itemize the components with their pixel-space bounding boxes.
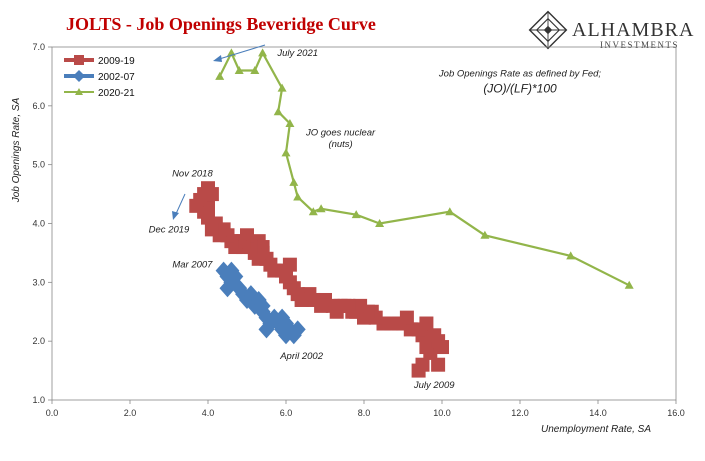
annotation-label: (nuts) <box>328 139 352 150</box>
x-tick-label: 12.0 <box>511 408 529 418</box>
y-tick-label: 4.0 <box>32 219 45 229</box>
annotation-label: (JO)/(LF)*100 <box>483 81 557 95</box>
data-point <box>375 219 385 227</box>
x-tick-label: 8.0 <box>358 408 371 418</box>
data-point <box>308 207 318 216</box>
arrow-july-2021 <box>215 44 266 61</box>
y-tick-label: 3.0 <box>32 277 45 287</box>
legend-entry-2020-21: 2020-21 <box>64 88 135 99</box>
annotation-label: Nov 2018 <box>172 168 213 179</box>
annotation-label: July 2021 <box>276 48 318 59</box>
data-point <box>431 357 446 372</box>
arrow-head-nov-2018-dec-2019 <box>172 211 179 220</box>
data-point <box>278 314 294 333</box>
series-2009-19 <box>189 181 449 378</box>
annotation-arrows <box>172 44 266 220</box>
x-tick-label: 0.0 <box>46 408 59 418</box>
logo-diamond-icon <box>528 10 568 50</box>
chart-legend: 2009-19 2002-07 2020-21 <box>64 55 135 99</box>
data-point <box>258 48 268 57</box>
alhambra-logo: ALHAMBRA INVESTMENTS <box>528 10 694 50</box>
chart-title: JOLTS - Job Openings Beveridge Curve <box>66 14 376 34</box>
data-point <box>219 279 236 298</box>
data-point <box>427 328 442 343</box>
plot-area <box>51 46 677 401</box>
x-tick-label: 6.0 <box>280 408 293 418</box>
x-axis-ticks: 0.0 2.0 4.0 6.0 8.0 10.0 12.0 14.0 16.0 <box>46 400 685 418</box>
data-point <box>419 340 434 355</box>
legend-entry-2009-19: 2009-19 <box>64 55 135 67</box>
logo-name: ALHAMBRA <box>572 19 694 41</box>
y-tick-label: 7.0 <box>32 42 45 52</box>
data-point <box>281 148 291 157</box>
series-2020-21 <box>215 48 634 289</box>
x-tick-label: 14.0 <box>589 408 607 418</box>
x-tick-label: 4.0 <box>202 408 215 418</box>
legend-swatch-marker <box>74 55 84 65</box>
data-point <box>250 66 260 75</box>
y-tick-label: 6.0 <box>32 101 45 111</box>
data-point <box>273 107 283 116</box>
data-point <box>289 177 299 186</box>
arrow-nov-2018-dec-2019 <box>174 193 186 217</box>
y-tick-label: 1.0 <box>32 395 45 405</box>
x-tick-label: 2.0 <box>124 408 137 418</box>
data-point <box>277 83 287 92</box>
title-rest-part: - Job Openings Beveridge Curve <box>121 14 376 34</box>
annotation-label: Job Openings Rate as defined by Fed; <box>438 68 601 79</box>
data-point <box>285 118 295 127</box>
annotation-label: July 2009 <box>413 380 455 391</box>
annotation-label: April 2002 <box>279 351 323 362</box>
data-point <box>258 320 275 339</box>
legend-label: 2009-19 <box>98 56 135 67</box>
data-point <box>279 269 293 284</box>
data-point <box>215 71 225 80</box>
data-point <box>445 207 455 216</box>
legend-entry-2002-07: 2002-07 <box>64 70 135 83</box>
annotation-label: Mar 2007 <box>172 260 213 271</box>
legend-swatch-marker <box>73 70 85 82</box>
x-tick-label: 16.0 <box>667 408 685 418</box>
data-point <box>480 230 490 239</box>
x-tick-label: 10.0 <box>433 408 451 418</box>
annotation-label: Dec 2019 <box>149 224 190 235</box>
data-point <box>419 316 434 331</box>
data-point <box>289 320 306 339</box>
annotation-layer: July 2021 JO goes nuclear(nuts) Job Openin… <box>149 48 602 391</box>
legend-swatch-marker <box>75 88 83 95</box>
data-point <box>316 204 326 213</box>
x-axis-label: Unemployment Rate, SA <box>541 424 651 435</box>
data-point <box>223 261 240 280</box>
legend-label: 2020-21 <box>98 88 135 99</box>
y-tick-label: 5.0 <box>32 160 45 170</box>
y-axis-label: Job Openings Rate, SA <box>11 97 22 203</box>
data-point <box>293 192 303 201</box>
series-2002-07 <box>215 261 306 345</box>
data-point <box>566 251 576 260</box>
arrow-head-july-2021 <box>213 55 222 62</box>
data-point <box>624 280 634 289</box>
logo-sub: INVESTMENTS <box>600 40 679 50</box>
title-red-part: JOLTS <box>66 14 121 34</box>
legend-label: 2002-07 <box>98 72 135 83</box>
data-point <box>204 222 219 237</box>
data-point <box>351 210 361 219</box>
y-axis-ticks: 1.0 2.0 3.0 4.0 5.0 6.0 7.0 <box>32 42 52 405</box>
data-point <box>415 357 430 372</box>
data-point <box>189 198 204 213</box>
y-tick-label: 2.0 <box>32 336 45 346</box>
data-point <box>435 340 449 355</box>
annotation-label: JO goes nuclear <box>305 127 376 138</box>
data-point <box>234 66 244 75</box>
series-layer <box>189 48 634 378</box>
